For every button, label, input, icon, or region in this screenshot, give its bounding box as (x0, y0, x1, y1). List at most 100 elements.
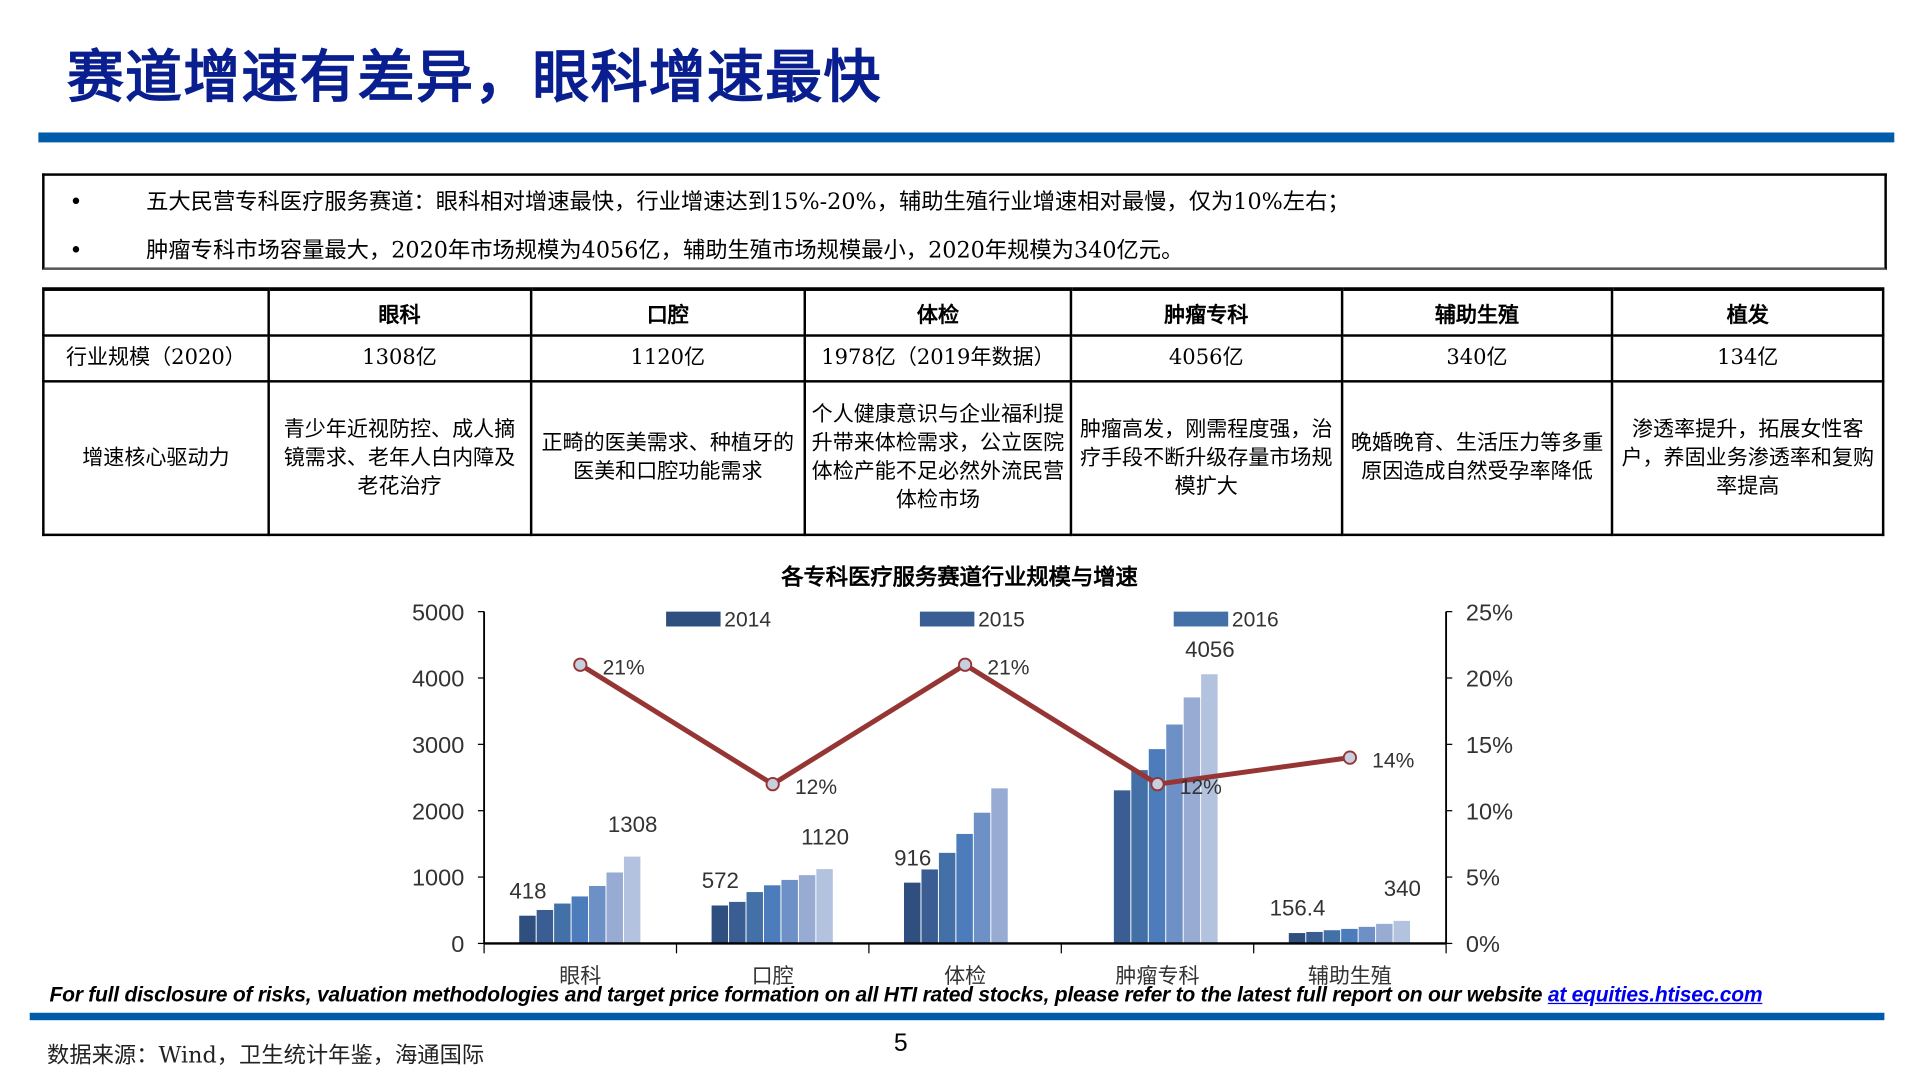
bar (921, 869, 938, 944)
bullet-text: 肿瘤专科市场容量最大，2020年市场规模为4056亿，辅助生殖市场规模最小，20… (146, 237, 1184, 264)
bar-label: 156.4 (1270, 896, 1326, 921)
growth-label: 12% (1180, 776, 1222, 799)
x-tick-label: 肿瘤专科 (1115, 964, 1199, 988)
bar (1113, 790, 1131, 944)
bar (1393, 920, 1411, 944)
growth-point (957, 657, 973, 672)
table-cell: 青少年近视防控、成人摘镜需求、老年人白内障及老花治疗 (267, 380, 532, 537)
bar (938, 852, 956, 944)
bullet-item: • 五大民营专科医疗服务赛道：眼科相对增速最快，行业增速达到15%-20%，辅助生… (69, 184, 1349, 216)
bar (729, 901, 746, 944)
growth-point (573, 657, 588, 672)
bar (903, 882, 921, 944)
table-cell: 1120亿 (529, 334, 807, 383)
bar-label: 4056 (1185, 637, 1235, 662)
chart-title: 各专科医疗服务赛道行业规模与增速 (781, 564, 1138, 591)
bar (956, 833, 973, 944)
page-title: 赛道增速有差异，眼科增速最快 (66, 43, 882, 111)
y2-tick-label: 0% (1466, 931, 1500, 957)
legend-swatch (666, 611, 721, 627)
bar-label: 1120 (801, 824, 849, 849)
table-cell: 340亿 (1340, 334, 1614, 383)
bar (816, 869, 833, 944)
bar (781, 879, 798, 944)
bar (973, 812, 991, 944)
growth-label: 21% (987, 657, 1029, 680)
table-row: 行业规模（2020） 1308亿 1120亿 1978亿（2019年数据） 40… (42, 334, 1885, 383)
y2-tick-label: 20% (1466, 666, 1513, 692)
bar (1131, 770, 1148, 944)
y-tick-label: 0 (451, 931, 464, 957)
growth-label: 12% (795, 776, 837, 799)
bar (991, 788, 1008, 944)
bar (606, 872, 623, 944)
bar-label: 340 (1384, 876, 1421, 901)
legend-label: 2014 (724, 608, 771, 631)
bar (746, 892, 763, 944)
table-cell: 渗透率提升，拓展女性客户，养固业务渗透率和复购率提高 (1611, 380, 1885, 537)
x-tick-label: 眼科 (559, 964, 601, 988)
header-cell: 口腔 (529, 287, 807, 337)
bar (519, 915, 536, 944)
website-link[interactable]: at equities.htisec.com (1547, 983, 1763, 1007)
x-tick-label: 辅助生殖 (1308, 964, 1392, 988)
table-row: 增速核心驱动力 青少年近视防控、成人摘镜需求、老年人白内障及老花治疗 正畸的医美… (42, 380, 1885, 537)
y-tick-label: 2000 (412, 798, 464, 824)
bar (1288, 933, 1306, 944)
legend-label: 2015 (978, 608, 1025, 631)
table-cell: 1308亿 (267, 334, 532, 383)
bar-label: 418 (509, 878, 546, 903)
growth-point (765, 777, 780, 792)
y-tick-label: 5000 (412, 599, 464, 625)
x-tick-label: 体检 (944, 964, 986, 988)
header-cell (42, 287, 270, 337)
bar (1166, 724, 1183, 944)
growth-point (1342, 750, 1358, 765)
y2-tick-label: 10% (1466, 798, 1513, 824)
table-cell: 1978亿（2019年数据） (803, 334, 1073, 383)
header-cell: 植发 (1611, 287, 1885, 337)
growth-line (578, 661, 1351, 788)
bar (589, 885, 606, 944)
growth-label: 14% (1372, 750, 1414, 773)
y2-tick-label: 25% (1466, 599, 1513, 625)
bar (536, 909, 554, 944)
bullet-icon: • (69, 189, 83, 216)
combo-chart: 0 1000 2000 3000 4000 5000 0% 5% 10% 15% 20% 25% 眼科 4… (412, 599, 1513, 988)
bar (1323, 930, 1341, 944)
bar (1376, 923, 1393, 944)
bullet-item: • 肿瘤专科市场容量最大，2020年市场规模为4056亿，辅助生殖市场规模最小，2… (69, 233, 1183, 265)
bar (1306, 931, 1323, 944)
bar (763, 885, 781, 944)
bar (1341, 928, 1358, 944)
bar (1358, 926, 1376, 944)
data-source: 数据来源：Wind，卫生统计年鉴，海通国际 (47, 1042, 485, 1069)
table-header-row: 眼科 口腔 体检 肿瘤专科 辅助生殖 植发 (42, 287, 1885, 337)
header-cell: 眼科 (267, 287, 532, 337)
table-cell: 134亿 (1611, 334, 1885, 383)
bar-label: 572 (702, 868, 739, 893)
bar (1148, 749, 1166, 944)
x-tick-label: 口腔 (752, 964, 794, 988)
legend-swatch (1173, 611, 1229, 627)
header-cell: 体检 (803, 287, 1073, 337)
legend-swatch (919, 611, 975, 627)
bar (1201, 674, 1218, 944)
table-cell: 肿瘤高发，刚需程度强，治疗手段不断升级存量市场规模扩大 (1069, 380, 1343, 537)
summary-box: • 五大民营专科医疗服务赛道：眼科相对增速最快，行业增速达到15%-20%，辅助生… (42, 173, 1887, 270)
bar (711, 905, 729, 944)
bar-label: 916 (894, 845, 931, 870)
disclaimer: For full disclosure of risks, valuation … (50, 983, 1763, 1008)
table-cell: 晚婚晚育、生活压力等多重原因造成自然受孕率降低 (1340, 380, 1614, 537)
growth-point (1150, 777, 1165, 792)
table-cell: 增速核心驱动力 (42, 380, 270, 537)
bullet-text: 五大民营专科医疗服务赛道：眼科相对增速最快，行业增速达到15%-20%，辅助生殖… (146, 189, 1350, 216)
bar-label: 1308 (608, 812, 658, 837)
comparison-table: 眼科 口腔 体检 肿瘤专科 辅助生殖 植发 行业规模（2020） 1308亿 1… (42, 287, 1885, 537)
table-cell: 正畸的医美需求、种植牙的医美和口腔功能需求 (529, 380, 807, 537)
bar (554, 903, 571, 944)
footer-rule (29, 1012, 1885, 1021)
table-cell: 行业规模（2020） (42, 334, 270, 383)
table-cell: 个人健康意识与企业福利提升带来体检需求，公立医院体检产能不足必然外流民营体检市场 (803, 380, 1073, 537)
bullet-icon: • (69, 237, 83, 264)
